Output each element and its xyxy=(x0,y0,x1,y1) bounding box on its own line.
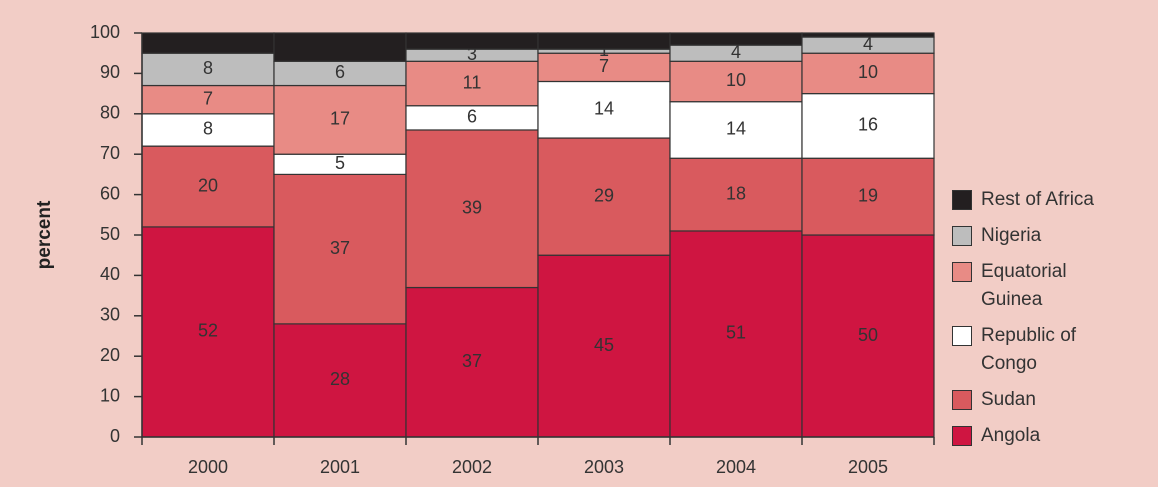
y-tick-label: 50 xyxy=(100,224,120,244)
bar-segment xyxy=(405,60,539,107)
legend-label: Nigeria xyxy=(981,225,1042,246)
bar-segment xyxy=(405,32,539,50)
legend-swatch xyxy=(952,190,972,210)
data-label: 19 xyxy=(858,185,878,205)
data-label: 6 xyxy=(335,62,345,82)
bar-segment xyxy=(801,157,935,236)
bar-segment xyxy=(669,157,803,232)
bar-segment xyxy=(273,32,407,62)
y-tick-label: 90 xyxy=(100,62,120,82)
data-label: 39 xyxy=(462,197,482,217)
bar-segment xyxy=(801,52,935,95)
legend-item: Equatorial Guinea xyxy=(952,258,1102,314)
legend: Rest of Africa Nigeria Equatorial Guinea Re… xyxy=(952,186,1102,458)
data-label: 52 xyxy=(198,321,218,341)
data-label: 14 xyxy=(594,99,614,119)
legend-label: Equatorial Guinea xyxy=(981,261,1067,310)
legend-item: Republic of Congo xyxy=(952,322,1102,378)
y-tick-label: 70 xyxy=(100,143,120,163)
legend-item: Sudan xyxy=(952,386,1102,414)
x-tick-label: 2002 xyxy=(452,457,492,477)
bar-segment xyxy=(273,84,407,155)
y-tick-label: 0 xyxy=(110,426,120,446)
data-label: 45 xyxy=(594,335,614,355)
x-tick-label: 2005 xyxy=(848,457,888,477)
data-label: 8 xyxy=(203,119,213,139)
data-label: 10 xyxy=(726,70,746,90)
y-tick-label: 20 xyxy=(100,345,120,365)
data-label: 37 xyxy=(330,238,350,258)
data-label: 51 xyxy=(726,323,746,343)
bar-segment xyxy=(801,234,935,438)
data-label: 4 xyxy=(863,34,873,54)
data-label: 37 xyxy=(462,351,482,371)
bar-segment xyxy=(801,32,935,38)
y-tick-label: 40 xyxy=(100,264,120,284)
bar-segment xyxy=(669,230,803,438)
data-label: 28 xyxy=(330,369,350,389)
y-tick-label: 30 xyxy=(100,305,120,325)
data-label: 4 xyxy=(731,42,741,62)
bar-segment xyxy=(141,52,275,87)
x-tick-label: 2004 xyxy=(716,457,756,477)
data-label: 1 xyxy=(599,40,609,60)
bar-segment xyxy=(669,32,803,46)
bar-segment xyxy=(405,129,539,289)
data-label: 18 xyxy=(726,183,746,203)
x-tick-label: 2000 xyxy=(188,457,228,477)
legend-item: Rest of Africa xyxy=(952,186,1102,214)
legend-item: Nigeria xyxy=(952,222,1102,250)
legend-swatch xyxy=(952,226,972,246)
bar-segment xyxy=(405,286,539,438)
bar-segment xyxy=(537,32,671,50)
data-label: 20 xyxy=(198,175,218,195)
bar-segment xyxy=(405,105,539,131)
data-label: 16 xyxy=(858,115,878,135)
x-tick-label: 2003 xyxy=(584,457,624,477)
bar-segment xyxy=(141,32,275,54)
x-tick-label: 2001 xyxy=(320,457,360,477)
legend-label: Republic of Congo xyxy=(981,325,1077,374)
legend-swatch xyxy=(952,426,972,446)
y-axis-label: percent xyxy=(34,200,55,269)
bar-segment xyxy=(669,101,803,159)
data-label: 14 xyxy=(726,119,746,139)
bar-segment xyxy=(273,323,407,438)
data-label: 5 xyxy=(335,153,345,173)
data-label: 6 xyxy=(467,107,477,127)
data-label: 3 xyxy=(467,44,477,64)
legend-item: Angola xyxy=(952,422,1102,450)
data-label: 17 xyxy=(330,109,350,129)
legend-label: Angola xyxy=(981,425,1041,446)
bar-segment xyxy=(537,137,671,256)
legend-swatch xyxy=(952,326,972,346)
legend-label: Rest of Africa xyxy=(981,189,1094,210)
data-label: 50 xyxy=(858,325,878,345)
data-label: 7 xyxy=(599,56,609,76)
y-tick-label: 100 xyxy=(90,22,120,42)
bar-segment xyxy=(141,226,275,438)
data-label: 11 xyxy=(463,72,482,92)
y-tick-label: 60 xyxy=(100,183,120,203)
y-tick-label: 80 xyxy=(100,103,120,123)
data-label: 7 xyxy=(203,88,213,108)
data-label: 8 xyxy=(203,58,213,78)
legend-swatch xyxy=(952,262,972,282)
bar-segment xyxy=(273,60,407,87)
bar-segment xyxy=(537,254,671,438)
data-label: 29 xyxy=(594,185,614,205)
y-tick-label: 10 xyxy=(100,385,120,405)
legend-label: Sudan xyxy=(981,389,1036,410)
data-label: 10 xyxy=(858,62,878,82)
legend-swatch xyxy=(952,390,972,410)
